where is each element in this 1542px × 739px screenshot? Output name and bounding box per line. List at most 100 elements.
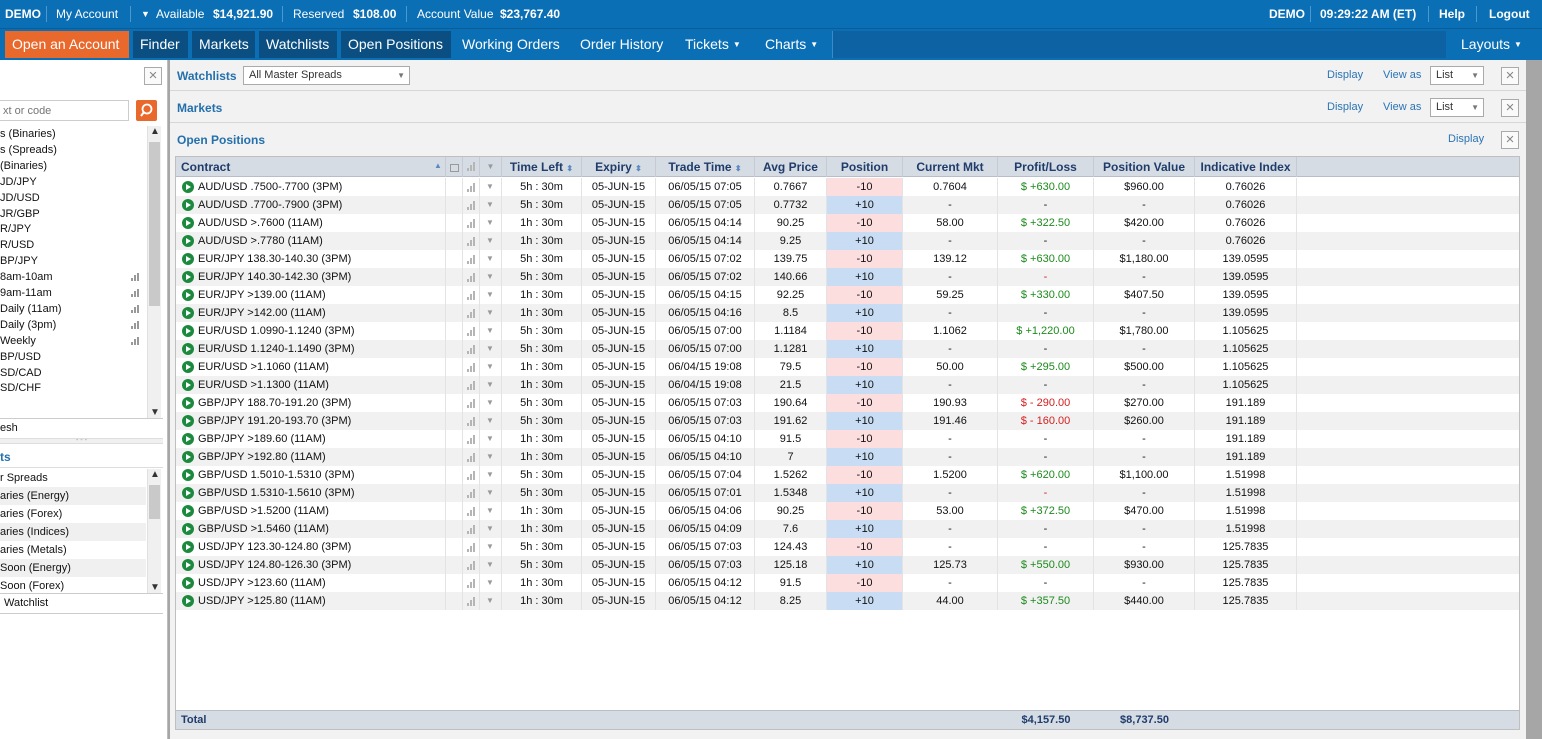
- cell-contract[interactable]: GBP/JPY 191.20-193.70 (3PM): [176, 412, 446, 430]
- finder-list-item[interactable]: JD/USD: [0, 190, 40, 206]
- cell-contract[interactable]: EUR/JPY >139.00 (11AM): [176, 286, 446, 304]
- finder-list-item[interactable]: JD/JPY: [0, 174, 37, 190]
- col-menu[interactable]: ▼: [480, 157, 502, 177]
- watchlists-display-link[interactable]: Display: [1327, 69, 1364, 81]
- table-row[interactable]: GBP/JPY >192.80 (11AM) ▼ 1h : 30m 05-JUN-15…: [176, 448, 1519, 466]
- cell-contract[interactable]: USD/JPY >123.60 (11AM): [176, 574, 446, 592]
- finder-list-item[interactable]: BP/JPY: [0, 253, 38, 269]
- cell-contract[interactable]: EUR/JPY 140.30-142.30 (3PM): [176, 268, 446, 286]
- play-icon[interactable]: [182, 523, 194, 535]
- finder-list-item[interactable]: Daily (11am): [0, 301, 62, 317]
- finder-list-item[interactable]: s (Binaries): [0, 126, 56, 142]
- chart-cell[interactable]: [463, 592, 480, 610]
- search-button[interactable]: [136, 100, 157, 121]
- nav-finder[interactable]: Finder: [133, 31, 188, 58]
- chart-cell[interactable]: [463, 232, 480, 250]
- row-menu[interactable]: ▼: [480, 376, 502, 394]
- cell-contract[interactable]: EUR/JPY >142.00 (11AM): [176, 304, 446, 322]
- table-row[interactable]: GBP/JPY 191.20-193.70 (3PM) ▼ 5h : 30m 05-J…: [176, 412, 1519, 430]
- row-menu[interactable]: ▼: [480, 340, 502, 358]
- play-icon[interactable]: [182, 397, 194, 409]
- col-indicative-index[interactable]: Indicative Index: [1195, 157, 1297, 177]
- chart-cell[interactable]: [463, 430, 480, 448]
- chart-cell[interactable]: [463, 556, 480, 574]
- watchlists-select[interactable]: All Master Spreads: [243, 66, 410, 85]
- play-icon[interactable]: [182, 415, 194, 427]
- play-icon[interactable]: [182, 433, 194, 445]
- table-row[interactable]: GBP/JPY >189.60 (11AM) ▼ 1h : 30m 05-JUN-15…: [176, 430, 1519, 448]
- table-row[interactable]: AUD/USD >.7780 (11AM) ▼ 1h : 30m 05-JUN-15 0…: [176, 232, 1519, 250]
- col-expiry[interactable]: Expiry ⬍: [582, 157, 656, 177]
- col-time-left[interactable]: Time Left ⬍: [502, 157, 582, 177]
- row-menu[interactable]: ▼: [480, 556, 502, 574]
- nav-order-history[interactable]: Order History: [580, 36, 664, 52]
- cell-contract[interactable]: AUD/USD >.7600 (11AM): [176, 214, 446, 232]
- cell-contract[interactable]: EUR/USD >1.1060 (11AM): [176, 358, 446, 376]
- table-row[interactable]: USD/JPY 124.80-126.30 (3PM) ▼ 5h : 30m 05-J…: [176, 556, 1519, 574]
- row-menu[interactable]: ▼: [480, 394, 502, 412]
- cell-contract[interactable]: EUR/USD >1.1300 (11AM): [176, 376, 446, 394]
- table-row[interactable]: AUD/USD .7500-.7700 (3PM) ▼ 5h : 30m 05-JUN…: [176, 178, 1519, 196]
- splitter-handle[interactable]: - - -: [0, 437, 163, 444]
- finder-list-item[interactable]: 8am-10am: [0, 269, 53, 285]
- table-row[interactable]: EUR/USD >1.1300 (11AM) ▼ 1h : 30m 05-JUN-15…: [176, 376, 1519, 394]
- signal-bars-icon[interactable]: [131, 289, 140, 297]
- chart-cell[interactable]: [463, 214, 480, 232]
- row-menu[interactable]: ▼: [480, 502, 502, 520]
- nav-working-orders[interactable]: Working Orders: [462, 36, 560, 52]
- row-menu[interactable]: ▼: [480, 322, 502, 340]
- chart-cell[interactable]: [463, 394, 480, 412]
- nav-charts[interactable]: Charts ▼: [758, 31, 825, 58]
- signal-bars-icon[interactable]: [131, 304, 140, 313]
- close-icon[interactable]: ×: [1501, 131, 1519, 149]
- col-position-value[interactable]: Position Value: [1094, 157, 1195, 177]
- row-menu[interactable]: ▼: [480, 484, 502, 502]
- refresh-link[interactable]: esh: [0, 422, 18, 434]
- nav-layouts[interactable]: Layouts ▼: [1454, 31, 1529, 58]
- help-link[interactable]: Help: [1439, 7, 1466, 21]
- play-icon[interactable]: [182, 379, 194, 391]
- chart-cell[interactable]: [463, 358, 480, 376]
- close-icon[interactable]: ×: [1501, 67, 1519, 85]
- cell-contract[interactable]: GBP/USD >1.5460 (11AM): [176, 520, 446, 538]
- play-icon[interactable]: [182, 289, 194, 301]
- col-avg-price[interactable]: Avg Price: [755, 157, 827, 177]
- play-icon[interactable]: [182, 325, 194, 337]
- table-row[interactable]: GBP/JPY 188.70-191.20 (3PM) ▼ 5h : 30m 05-J…: [176, 394, 1519, 412]
- play-icon[interactable]: [182, 361, 194, 373]
- market-list-item[interactable]: Soon (Forex): [0, 580, 65, 592]
- row-menu[interactable]: ▼: [480, 592, 502, 610]
- market-list-item[interactable]: Soon (Energy): [0, 559, 146, 577]
- finder-list-item[interactable]: R/JPY: [0, 221, 31, 237]
- chart-cell[interactable]: [463, 538, 480, 556]
- finder-list-item[interactable]: SD/CAD: [0, 365, 42, 381]
- search-input[interactable]: [0, 100, 129, 121]
- row-menu[interactable]: ▼: [480, 412, 502, 430]
- table-row[interactable]: AUD/USD .7700-.7900 (3PM) ▼ 5h : 30m 05-JUN…: [176, 196, 1519, 214]
- chart-cell[interactable]: [463, 250, 480, 268]
- cell-contract[interactable]: AUD/USD .7500-.7700 (3PM): [176, 178, 446, 196]
- market-list-item[interactable]: aries (Energy): [0, 487, 146, 505]
- table-row[interactable]: EUR/JPY 140.30-142.30 (3PM) ▼ 5h : 30m 05-J…: [176, 268, 1519, 286]
- chart-cell[interactable]: [463, 322, 480, 340]
- col-profit-loss[interactable]: Profit/Loss: [998, 157, 1094, 177]
- row-menu[interactable]: ▼: [480, 430, 502, 448]
- chart-cell[interactable]: [463, 196, 480, 214]
- cell-contract[interactable]: GBP/USD 1.5010-1.5310 (3PM): [176, 466, 446, 484]
- finder-list-item[interactable]: 9am-11am: [0, 285, 52, 301]
- markets-display-link[interactable]: Display: [1327, 101, 1364, 113]
- table-row[interactable]: GBP/USD >1.5200 (11AM) ▼ 1h : 30m 05-JUN-15…: [176, 502, 1519, 520]
- finder-scroll-thumb[interactable]: [149, 142, 160, 306]
- my-account-link[interactable]: My Account: [56, 7, 119, 21]
- play-icon[interactable]: [182, 577, 194, 589]
- row-menu[interactable]: ▼: [480, 196, 502, 214]
- markets-scroll-thumb[interactable]: [149, 485, 160, 519]
- play-icon[interactable]: [182, 181, 194, 193]
- table-row[interactable]: EUR/USD 1.1240-1.1490 (3PM) ▼ 5h : 30m 05-J…: [176, 340, 1519, 358]
- cell-contract[interactable]: USD/JPY 123.30-124.80 (3PM): [176, 538, 446, 556]
- finder-list-item[interactable]: R/USD: [0, 237, 34, 253]
- cell-contract[interactable]: GBP/JPY 188.70-191.20 (3PM): [176, 394, 446, 412]
- logout-link[interactable]: Logout: [1489, 7, 1530, 21]
- chart-cell[interactable]: [463, 340, 480, 358]
- chart-cell[interactable]: [463, 286, 480, 304]
